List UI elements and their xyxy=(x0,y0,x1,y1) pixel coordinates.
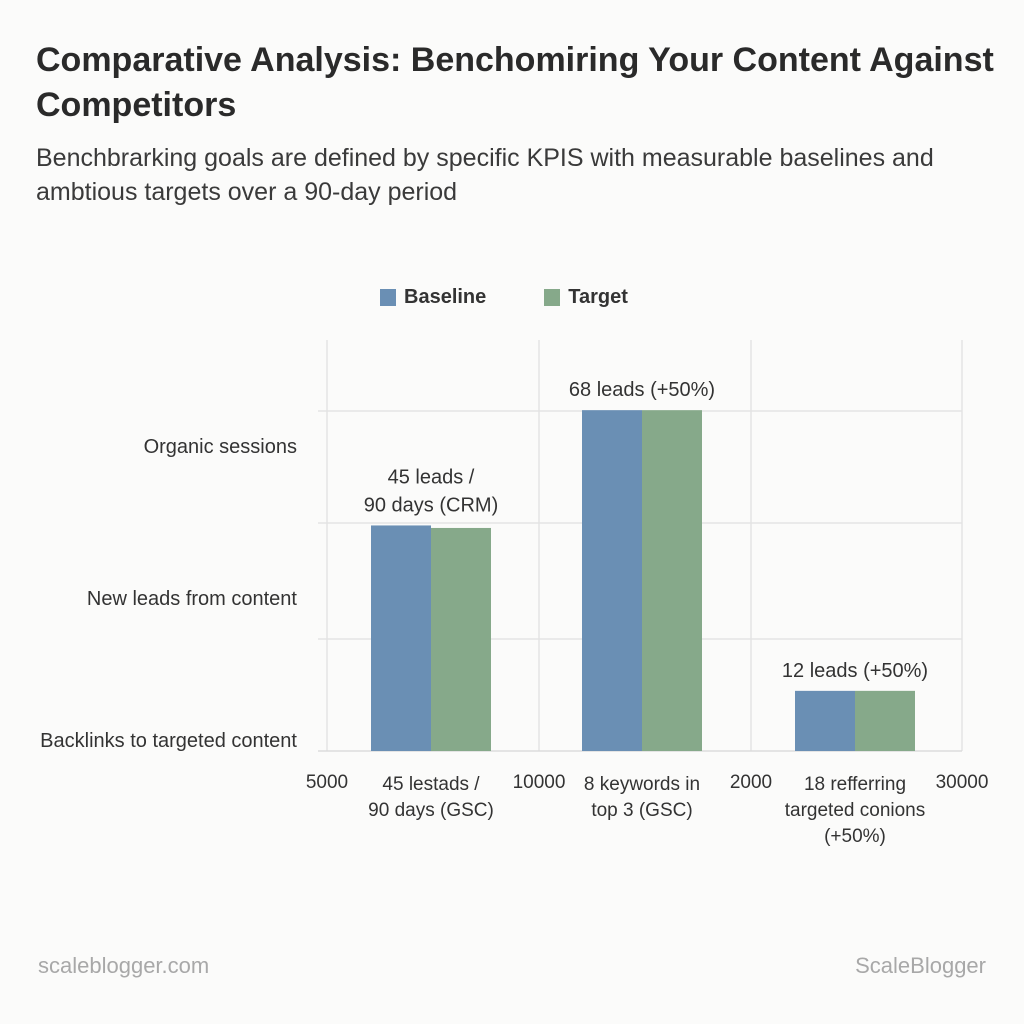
legend-label-target: Target xyxy=(568,286,628,308)
legend-item-target: Target xyxy=(544,286,628,309)
y-tick-label: Organic sessions xyxy=(144,436,297,458)
bar-target-1 xyxy=(431,527,491,751)
footer-website: scaleblogger.com xyxy=(38,953,210,978)
x-tick-label: 30000 xyxy=(936,772,989,793)
bar-baseline-3 xyxy=(795,690,855,751)
x-category-label: 18 refferring targeted conions (+50%) xyxy=(785,774,926,847)
data-label: 68 leads (+50%) xyxy=(569,379,715,401)
x-category-label: 8 keywords in top 3 (GSC) xyxy=(584,774,700,821)
legend-swatch-baseline xyxy=(380,289,396,306)
bar-target-2 xyxy=(642,410,702,751)
chart-legend: Baseline Target xyxy=(380,286,686,309)
chart-title: Comparative Analysis: Benchomiring Your … xyxy=(36,41,994,124)
bar-target-3 xyxy=(855,690,915,751)
data-label: 45 leads /90 days (CRM) xyxy=(364,466,498,516)
legend-item-baseline: Baseline xyxy=(380,286,486,309)
x-tick-label: 10000 xyxy=(513,772,566,793)
x-tick-label: 2000 xyxy=(730,772,772,793)
y-tick-label: New leads from content xyxy=(87,588,298,610)
bar-baseline-2 xyxy=(582,410,642,751)
bar-baseline-1 xyxy=(371,525,431,751)
footer-brand: ScaleBlogger xyxy=(855,953,986,978)
data-label: 12 leads (+50%) xyxy=(782,660,928,682)
legend-swatch-target xyxy=(544,289,561,306)
legend-label-baseline: Baseline xyxy=(404,286,487,308)
chart-subtitle: Benchbrarking goals are defined by speci… xyxy=(36,144,934,206)
x-tick-label: 5000 xyxy=(306,772,348,793)
x-category-label: 45 lestads /90 days (GSC) xyxy=(368,774,494,821)
y-tick-label: Backlinks to targeted content xyxy=(40,730,297,752)
